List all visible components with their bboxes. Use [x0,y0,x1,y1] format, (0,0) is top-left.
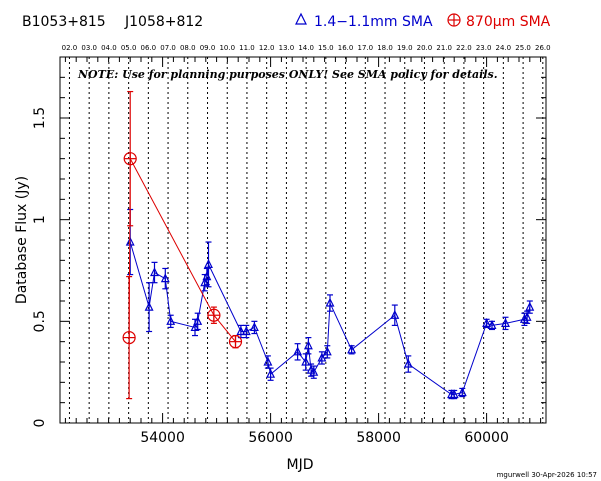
year-label: 08.0 [180,44,196,52]
data-point-triangle [241,326,251,336]
legend-blue-label: 1.4−1.1mm SMA [314,14,433,30]
data-point-triangle [190,322,200,332]
series-red [122,90,243,400]
year-label: 10.0 [219,44,235,52]
legend-red: 870μm SMA [447,13,551,30]
data-point-triangle [347,344,357,354]
data-point-triangle [325,297,335,307]
data-point-triangle [487,320,497,329]
year-label: 15.0 [318,44,334,52]
data-point-triangle [293,346,303,356]
data-series [122,90,535,400]
data-point-triangle [263,356,273,366]
x-tick-label: 58000 [356,430,401,446]
series-line [129,241,531,396]
year-label: 19.0 [397,44,413,52]
data-point-triangle [193,315,203,325]
year-label: 20.0 [417,44,433,52]
series-line [128,158,236,342]
y-tick-label: 0 [32,419,48,428]
data-point-triangle [501,318,510,327]
y-tick-label: 1 [32,215,48,224]
year-label: 18.0 [377,44,393,52]
year-labels: 02.0 03.0 04.0 05.0 06.0 07.0 08.0 09.0 10.0 11.0… [62,44,551,52]
plot-frame [59,56,547,424]
data-point-triangle [482,318,492,327]
year-label: 14.0 [298,44,314,52]
source-name-j2000: J1058+812 [124,14,203,30]
year-gridlines [68,57,544,423]
data-point-triangle [266,368,276,378]
year-label: 13.0 [279,44,295,52]
year-label: 07.0 [160,44,176,52]
data-point-triangle [301,356,311,366]
data-point-triangle [322,346,332,356]
data-point-triangle [125,236,135,246]
year-label: 16.0 [338,44,354,52]
year-label: 25.0 [515,44,531,52]
data-point-triangle [236,326,246,336]
year-label: 17.0 [358,44,374,52]
y-tick-label: 1.5 [32,107,48,129]
axis-ticks: 54000 56000 58000 60000 0 0.5 1 1.5 [32,57,546,446]
y-tick-label: 0.5 [32,310,48,332]
planning-note: NOTE: Use for planning purposes ONLY! Se… [77,68,498,81]
source-name-b1950: B1053+815 [22,14,106,30]
year-label: 03.0 [81,44,97,52]
x-tick-label: 56000 [248,430,293,446]
data-point-triangle [522,311,532,321]
data-point-triangle [166,315,176,325]
year-label: 11.0 [239,44,255,52]
data-point-triangle [525,301,535,311]
y-axis-label: Database Flux (Jy) [14,176,30,304]
year-label: 06.0 [141,44,157,52]
year-label: 09.0 [200,44,216,52]
data-point-triangle [519,313,529,323]
legend-triangle-icon [295,12,307,25]
data-point-circle-plus [122,331,136,345]
year-label: 21.0 [436,44,452,52]
year-label: 26.0 [535,44,551,52]
year-label: 24.0 [496,44,512,52]
data-point-triangle [403,358,413,368]
data-point-triangle [144,301,154,311]
year-label: 04.0 [101,44,117,52]
x-tick-label: 60000 [464,430,509,446]
year-label: 05.0 [121,44,137,52]
data-point-triangle [457,387,467,397]
data-point-circle-plus [123,152,137,166]
data-point-triangle [317,352,327,362]
data-point-triangle [309,366,319,376]
year-label: 22.0 [456,44,472,52]
year-label: 02.0 [62,44,78,52]
series-blue [125,208,535,400]
data-point-triangle [160,273,170,283]
data-point-circle-plus [207,308,221,322]
legend-blue: 1.4−1.1mm SMA [295,12,433,30]
x-tick-label: 54000 [140,430,185,446]
year-label: 23.0 [476,44,492,52]
data-point-triangle [249,322,259,332]
footer-credit: mgurwell 30-Apr-2026 10:57 [497,471,597,479]
data-point-circle-plus [228,335,243,349]
data-point-triangle [390,309,400,319]
data-point-triangle [449,389,459,399]
data-point-triangle [204,259,213,268]
x-axis-label: MJD [287,457,314,473]
year-label: 12.0 [259,44,275,52]
data-point-triangle [303,340,313,350]
legend-red-label: 870μm SMA [466,14,551,30]
data-point-triangle [150,267,159,277]
